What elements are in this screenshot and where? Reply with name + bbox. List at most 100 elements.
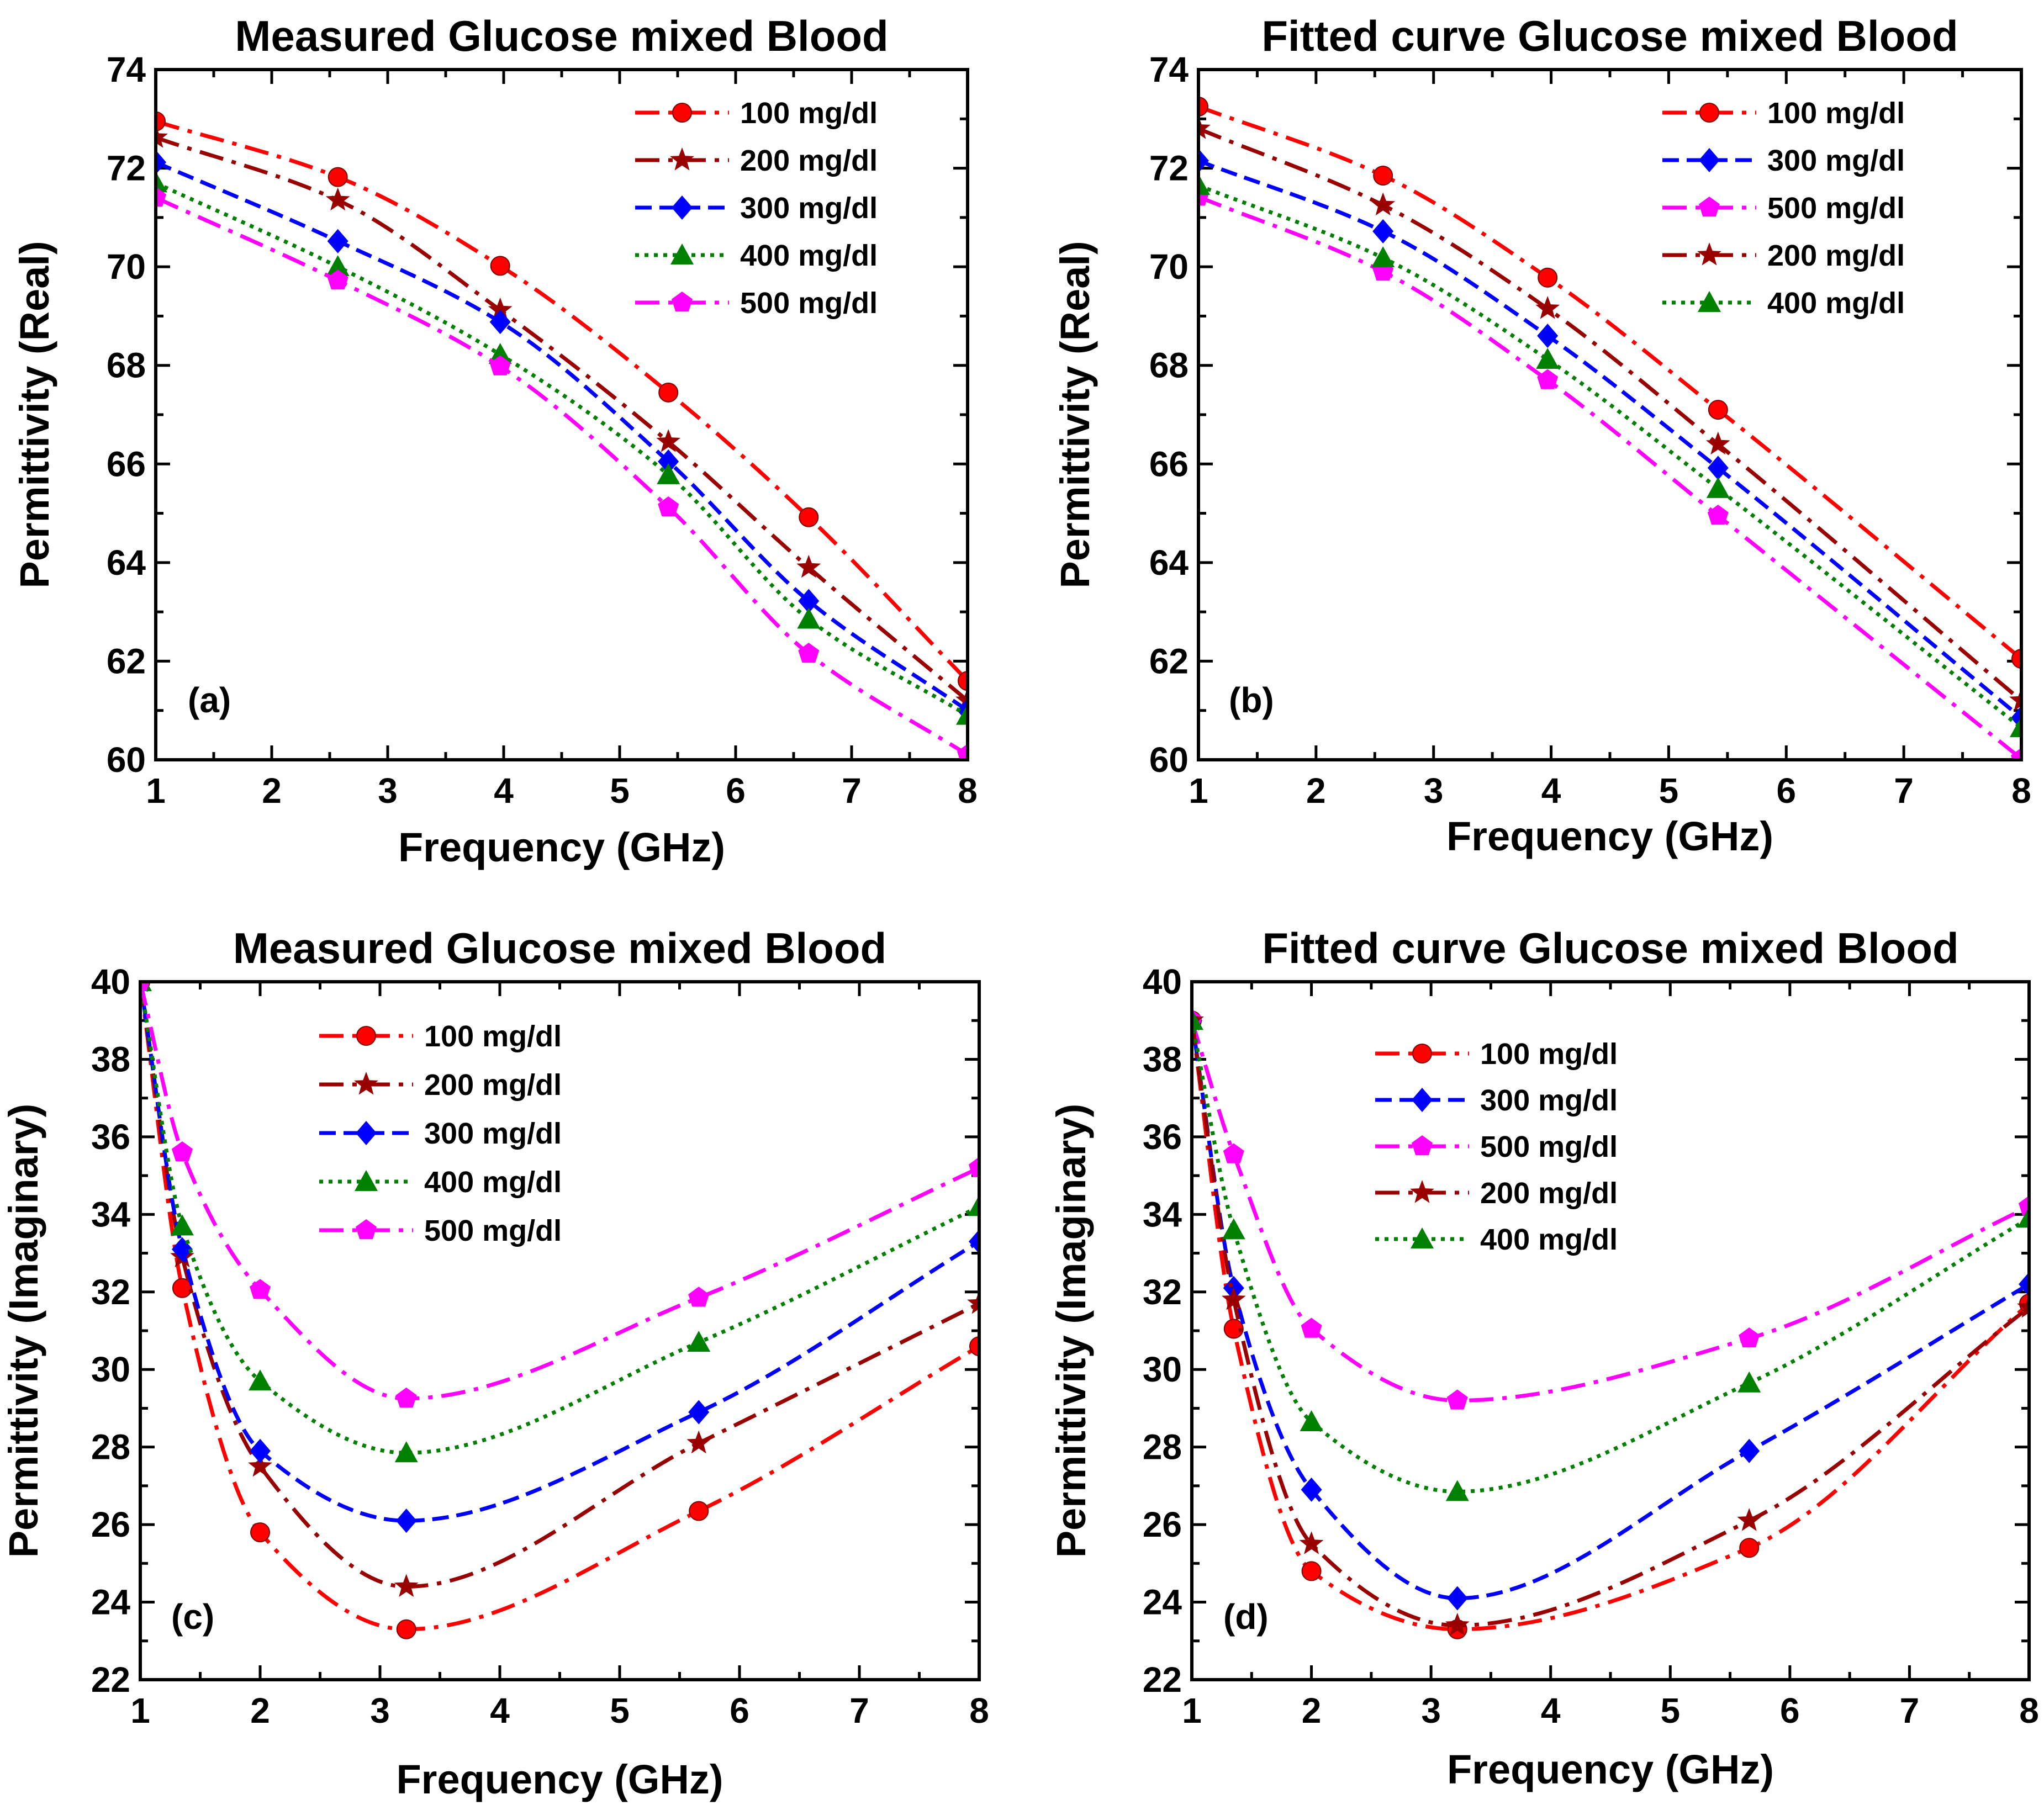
- legend-entry-400-mg-dl: 400 mg/dl: [319, 1166, 562, 1199]
- legend-entry-500-mg-dl: 500 mg/dl: [1375, 1130, 1618, 1163]
- y-tick-label: 68: [107, 346, 146, 385]
- legend-label: 300 mg/dl: [740, 192, 878, 225]
- data-point-400-mg-dl: [2017, 1206, 2029, 1228]
- legend-label: 500 mg/dl: [424, 1214, 562, 1247]
- y-tick-label: 36: [1143, 1117, 1182, 1157]
- x-tick-label: 1: [130, 1691, 150, 1730]
- plot-frame: [154, 68, 969, 761]
- data-point-200-mg-dl: [1221, 1287, 1246, 1310]
- legend-marker: [355, 1170, 378, 1191]
- series-line-400-mg-dl: [1198, 183, 2021, 729]
- y-tick-label: 28: [1143, 1427, 1182, 1467]
- data-point-200-mg-dl: [1445, 1612, 1470, 1636]
- x-tick-label: 3: [370, 1691, 390, 1730]
- data-point-500-mg-dl: [489, 355, 511, 375]
- series-line-300-mg-dl: [156, 160, 968, 712]
- legend-marker: [672, 292, 693, 312]
- y-tick-label: 28: [91, 1427, 130, 1467]
- x-tick-label: 4: [1541, 1691, 1561, 1730]
- data-point-400-mg-dl: [326, 255, 350, 277]
- y-tick-label: 60: [1149, 740, 1189, 780]
- data-point-400-mg-dl: [1737, 1371, 1761, 1393]
- series-line-400-mg-dl: [156, 181, 968, 717]
- x-tick-label: 6: [726, 771, 746, 811]
- legend-entry-100-mg-dl: 100 mg/dl: [635, 97, 878, 130]
- y-tick-label: 60: [107, 740, 146, 780]
- legend-marker: [1699, 148, 1720, 172]
- panel-tag: (b): [1229, 680, 1274, 720]
- series-400-mg-dl: [156, 171, 968, 725]
- data-point-400-mg-dl: [657, 463, 680, 484]
- data-point-500-mg-dl: [1301, 1317, 1322, 1338]
- data-point-200-mg-dl: [1371, 192, 1396, 216]
- data-point-200-mg-dl: [1737, 1508, 1762, 1531]
- data-point-200-mg-dl: [2017, 1294, 2029, 1318]
- legend-label: 100 mg/dl: [424, 1020, 562, 1053]
- y-tick-label: 70: [107, 247, 146, 287]
- series-line-300-mg-dl: [1192, 1020, 2029, 1601]
- x-tick-label: 3: [1424, 771, 1444, 811]
- data-point-200-mg-dl: [967, 1290, 979, 1314]
- legend-label: 300 mg/dl: [1480, 1084, 1618, 1117]
- y-tick-label: 36: [91, 1117, 130, 1157]
- y-tick-label: 22: [1143, 1660, 1182, 1700]
- series-line-100-mg-dl: [1192, 1020, 2029, 1632]
- data-point-500-mg-dl: [1223, 1143, 1244, 1163]
- data-point-400-mg-dl: [1192, 1009, 1203, 1030]
- series-line-200-mg-dl: [1198, 126, 2021, 702]
- data-point-200-mg-dl: [156, 125, 168, 148]
- legend-entry-300-mg-dl: 300 mg/dl: [319, 1117, 562, 1150]
- data-point-400-mg-dl: [1445, 1480, 1469, 1501]
- data-point-400-mg-dl: [2010, 716, 2021, 737]
- legend-marker: [356, 1026, 376, 1046]
- data-point-200-mg-dl: [488, 297, 513, 321]
- y-tick-label: 24: [1143, 1583, 1182, 1622]
- y-tick-label: 34: [91, 1194, 131, 1234]
- y-tick-label: 32: [91, 1272, 130, 1312]
- x-tick-label: 8: [958, 771, 978, 811]
- data-point-200-mg-dl: [686, 1430, 711, 1454]
- data-point-100-mg-dl: [250, 1522, 270, 1543]
- x-axis-label: Frequency (GHz): [396, 1756, 723, 1802]
- y-tick-label: 40: [1143, 962, 1182, 1002]
- data-point-300-mg-dl: [250, 1438, 271, 1463]
- y-tick-label: 72: [1149, 149, 1189, 188]
- legend-marker: [1411, 1227, 1434, 1248]
- series-500-mg-dl: [1198, 186, 2021, 760]
- data-point-100-mg-dl: [1373, 165, 1393, 186]
- y-tick-label: 30: [1143, 1349, 1182, 1389]
- x-tick-label: 5: [1660, 1691, 1680, 1730]
- data-point-300-mg-dl: [156, 150, 166, 174]
- legend: 100 mg/dl 300 mg/dl 500 mg/dl 200 mg/dl 400 …: [1662, 97, 1905, 320]
- legend-label: 100 mg/dl: [1767, 97, 1905, 130]
- y-axis-label: Permittivity (Imaginary): [1, 1104, 46, 1558]
- x-axis-label: Frequency (GHz): [398, 824, 725, 870]
- y-tick-label: 40: [91, 962, 130, 1002]
- legend-entry-500-mg-dl: 500 mg/dl: [635, 287, 878, 320]
- legend-label: 500 mg/dl: [1767, 192, 1905, 225]
- series-500-mg-dl: [140, 982, 979, 1408]
- chart-panel-a: 1 2 3 4 5 6 7 8 60 62 64 66 68 70 72 74 100 mg/dl 200 mg/…: [12, 12, 978, 870]
- data-point-500-mg-dl: [1537, 369, 1559, 389]
- x-tick-label: 2: [1302, 1691, 1322, 1730]
- series-line-500-mg-dl: [1198, 195, 2021, 760]
- data-point-400-mg-dl: [956, 703, 968, 725]
- y-axis-label: Permittivity (Real): [12, 241, 57, 588]
- legend-label: 400 mg/dl: [740, 239, 878, 272]
- legend-entry-100-mg-dl: 100 mg/dl: [1662, 97, 1905, 130]
- x-tick-label: 1: [146, 771, 166, 811]
- x-tick-label: 4: [490, 1691, 510, 1730]
- panel-tag: (d): [1223, 1597, 1269, 1637]
- x-tick-label: 5: [610, 771, 630, 811]
- legend: 100 mg/dl 300 mg/dl 500 mg/dl 200 mg/dl 400 …: [1375, 1038, 1618, 1256]
- data-point-300-mg-dl: [1739, 1438, 1760, 1463]
- legend-label: 500 mg/dl: [1480, 1130, 1618, 1163]
- x-tick-label: 8: [969, 1691, 989, 1730]
- data-point-500-mg-dl: [1739, 1327, 1760, 1348]
- data-point-100-mg-dl: [958, 671, 968, 691]
- data-point-100-mg-dl: [172, 1278, 192, 1298]
- legend-label: 200 mg/dl: [1767, 239, 1905, 272]
- data-point-400-mg-dl: [968, 1195, 979, 1216]
